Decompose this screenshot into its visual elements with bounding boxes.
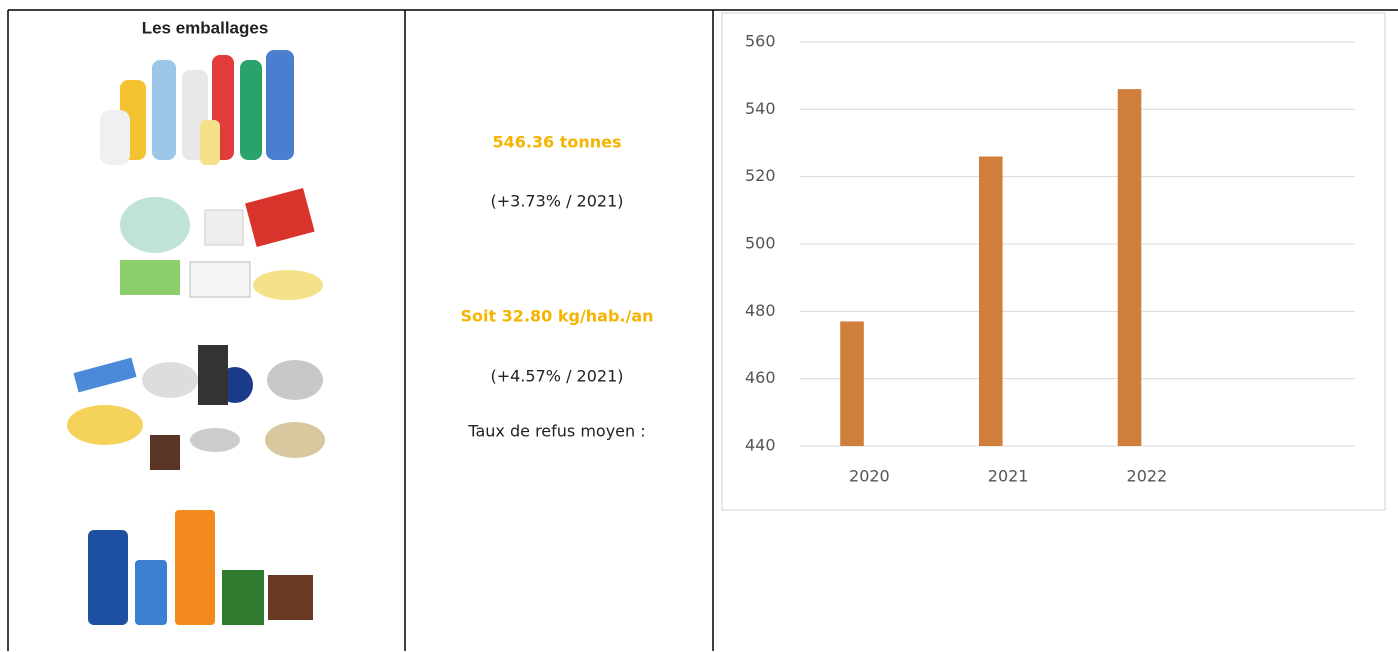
y-tick-label: 560: [745, 32, 776, 51]
bottles-illustration: [100, 50, 294, 165]
cell-header: Les emballages: [142, 18, 269, 37]
x-tick-label: 2022: [1127, 467, 1168, 486]
bar: [840, 321, 864, 446]
y-tick-label: 520: [745, 166, 776, 185]
table-borders: [7, 9, 1398, 651]
cell-text: (+4.57% / 2021): [491, 367, 624, 386]
cell-text: 546.36 tonnes: [492, 133, 621, 152]
cell-text: (+3.73% / 2021): [491, 192, 624, 211]
x-tick-label: 2020: [849, 467, 890, 486]
y-tick-label: 540: [745, 99, 776, 118]
y-tick-label: 500: [745, 234, 776, 253]
chart-frame: [721, 12, 1386, 511]
plastics-illustration: [120, 188, 323, 300]
metal-illustration: [67, 345, 325, 470]
y-tick-label: 440: [745, 436, 776, 455]
x-tick-label: 2021: [988, 467, 1029, 486]
cans-illustration: [88, 510, 313, 625]
cell-text: Soit 32.80 kg/hab./an: [460, 307, 653, 326]
y-tick-label: 460: [745, 368, 776, 387]
y-tick-label: 480: [745, 301, 776, 320]
cell-text: Taux de refus moyen :: [467, 422, 645, 441]
bar: [978, 156, 1003, 446]
bar: [1117, 89, 1142, 446]
